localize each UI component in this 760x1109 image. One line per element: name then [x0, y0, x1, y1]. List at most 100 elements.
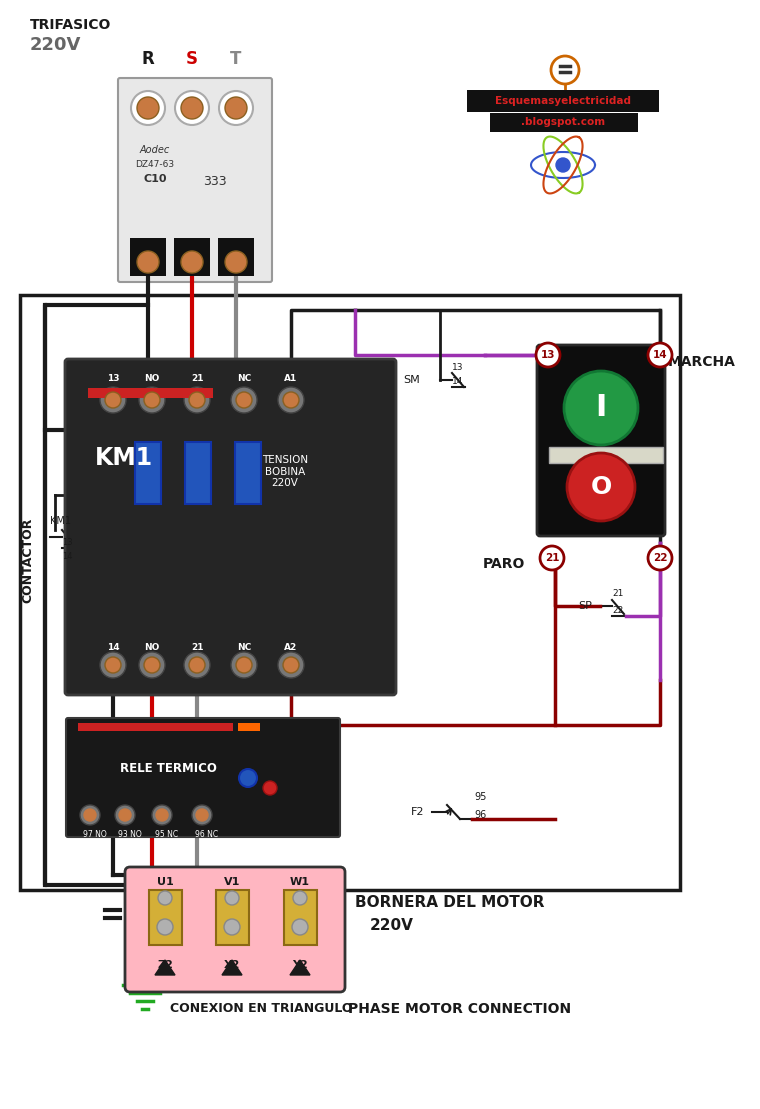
Circle shape: [131, 91, 165, 125]
Text: 13: 13: [452, 363, 464, 372]
Circle shape: [144, 657, 160, 673]
Text: SP: SP: [578, 601, 592, 611]
Circle shape: [536, 343, 560, 367]
FancyBboxPatch shape: [125, 867, 345, 991]
Text: MARCHA: MARCHA: [668, 355, 736, 369]
Text: 21: 21: [545, 553, 559, 563]
Text: 21: 21: [191, 374, 203, 383]
Circle shape: [540, 546, 564, 570]
Text: SM: SM: [404, 375, 420, 385]
Circle shape: [231, 387, 257, 413]
Text: 96: 96: [474, 810, 486, 820]
Circle shape: [236, 391, 252, 408]
Bar: [20, 295, 680, 891]
Text: X2: X2: [223, 960, 240, 970]
Text: O: O: [591, 475, 612, 499]
Polygon shape: [222, 960, 242, 975]
Text: NO: NO: [144, 643, 160, 652]
Text: 95: 95: [474, 792, 486, 802]
Circle shape: [648, 546, 672, 570]
Text: 97 NO: 97 NO: [83, 830, 106, 840]
Circle shape: [293, 891, 307, 905]
Text: NC: NC: [237, 643, 251, 652]
Text: V1: V1: [223, 877, 240, 887]
Text: NO: NO: [144, 374, 160, 383]
Circle shape: [84, 808, 96, 821]
Text: 14: 14: [106, 643, 119, 652]
Circle shape: [278, 652, 304, 678]
Bar: [88, 388, 213, 398]
Text: TENSION
BOBINA
220V: TENSION BOBINA 220V: [262, 455, 308, 488]
Text: W1: W1: [290, 877, 310, 887]
Bar: [185, 442, 211, 503]
Circle shape: [100, 652, 126, 678]
Circle shape: [119, 808, 131, 821]
Text: 14: 14: [653, 350, 667, 360]
Text: 13: 13: [106, 374, 119, 383]
Circle shape: [278, 387, 304, 413]
Text: .blogspot.com: .blogspot.com: [521, 118, 605, 128]
Circle shape: [236, 657, 252, 673]
Circle shape: [224, 919, 240, 935]
Circle shape: [156, 808, 168, 821]
Text: I: I: [595, 394, 606, 423]
Polygon shape: [290, 960, 310, 975]
Text: 220V: 220V: [370, 918, 414, 933]
Circle shape: [157, 919, 173, 935]
Text: CONTACTOR: CONTACTOR: [21, 517, 34, 602]
Circle shape: [263, 781, 277, 795]
Circle shape: [225, 251, 247, 273]
FancyBboxPatch shape: [66, 718, 340, 837]
Bar: [218, 238, 254, 276]
Bar: [135, 442, 161, 503]
Bar: [467, 90, 659, 112]
Text: F2: F2: [410, 807, 424, 817]
Circle shape: [139, 387, 165, 413]
Text: PARO: PARO: [483, 557, 525, 571]
Circle shape: [192, 805, 212, 825]
Circle shape: [100, 387, 126, 413]
Text: CONEXION EN TRIANGULO: CONEXION EN TRIANGULO: [170, 1003, 353, 1015]
Text: R: R: [141, 50, 154, 68]
Bar: [149, 891, 182, 945]
Circle shape: [105, 657, 121, 673]
Text: RELE TERMICO: RELE TERMICO: [119, 762, 217, 774]
Text: PHASE MOTOR CONNECTION: PHASE MOTOR CONNECTION: [348, 1003, 571, 1016]
Circle shape: [181, 96, 203, 119]
Text: KM1: KM1: [50, 516, 71, 526]
Circle shape: [184, 387, 210, 413]
Text: 22: 22: [612, 606, 623, 615]
Text: Esquemasyelectricidad: Esquemasyelectricidad: [495, 96, 631, 106]
Bar: [174, 238, 210, 276]
Bar: [238, 723, 260, 731]
Circle shape: [175, 91, 209, 125]
Text: BORNERA DEL MOTOR: BORNERA DEL MOTOR: [355, 895, 544, 910]
Circle shape: [139, 652, 165, 678]
Circle shape: [137, 251, 159, 273]
Text: 13: 13: [62, 538, 73, 547]
Circle shape: [567, 452, 635, 521]
Text: Aodec: Aodec: [140, 145, 170, 155]
Text: 220V: 220V: [30, 35, 81, 54]
Circle shape: [80, 805, 100, 825]
Circle shape: [105, 391, 121, 408]
Text: 96 NC: 96 NC: [195, 830, 218, 840]
FancyBboxPatch shape: [65, 359, 396, 695]
Text: T: T: [230, 50, 242, 68]
Circle shape: [115, 805, 135, 825]
Text: S: S: [186, 50, 198, 68]
Circle shape: [231, 652, 257, 678]
Text: TRIFASICO: TRIFASICO: [30, 18, 112, 32]
Text: 21: 21: [191, 643, 203, 652]
Bar: [549, 447, 663, 462]
Circle shape: [225, 96, 247, 119]
Text: NC: NC: [237, 374, 251, 383]
Circle shape: [196, 808, 208, 821]
Text: KM1: KM1: [95, 446, 153, 470]
Bar: [78, 723, 233, 731]
Bar: [284, 891, 317, 945]
Text: 22: 22: [653, 553, 667, 563]
Circle shape: [189, 391, 205, 408]
Circle shape: [181, 251, 203, 273]
Text: 93 NO: 93 NO: [118, 830, 142, 840]
